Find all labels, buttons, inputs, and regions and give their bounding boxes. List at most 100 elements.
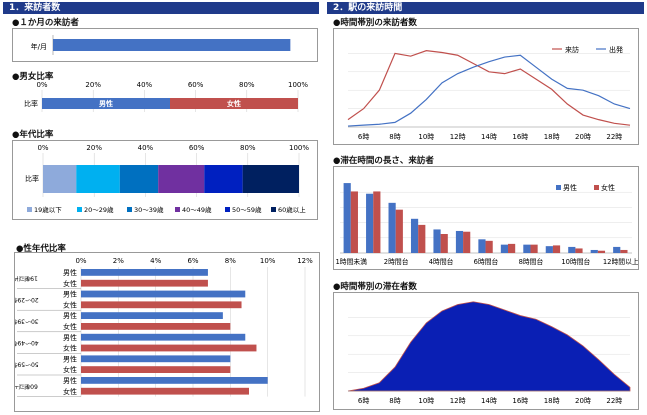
category-label: 年/月 [31, 42, 47, 51]
legend-swatch [27, 207, 32, 212]
bar-male [42, 98, 170, 109]
tick-label: 60% [189, 144, 205, 152]
tick-label: 80% [240, 144, 256, 152]
hourly-visitors-title: ●時間帯別の来訪者数 [333, 18, 417, 28]
tick-label: 40% [138, 144, 154, 152]
row-label: 女性 [63, 279, 77, 288]
bar-female [81, 387, 249, 395]
group-label: 20～29歳 [15, 296, 39, 303]
row-label: 男性 [63, 290, 77, 299]
legend-label: 男性 [563, 183, 577, 192]
bar-male [81, 377, 268, 384]
staying-hourly-title: ●時間帯別の滞在者数 [333, 282, 417, 292]
age-ratio-chart: 0% 20% 40% 60% 80% 100% 比率 19歳以下 20～29歳 30～39歳 40～… [25, 144, 309, 214]
tick-label: 40% [137, 81, 153, 89]
row-label: 男性 [63, 354, 77, 363]
tick-label: 6時 [358, 133, 369, 141]
bar-male [366, 193, 374, 253]
tick-label: 12時間以上 [603, 257, 638, 266]
bar-male [81, 355, 231, 363]
category-label: 比率 [25, 174, 39, 183]
legend-swatch [77, 207, 82, 212]
legend-swatch [271, 207, 276, 212]
stay-length-title: ●滞在時間の長さ、来訪者 [333, 156, 434, 166]
row-label: 女性 [63, 344, 77, 353]
bar-segment [242, 165, 299, 193]
legend-label: 出発 [609, 45, 623, 54]
row-label: 男性 [63, 311, 77, 320]
area-staying [347, 301, 631, 392]
tick-label: 60% [188, 81, 204, 89]
bar-male [590, 249, 598, 253]
legend-swatch [127, 207, 132, 212]
monthly-visitors-title: ●１か月の来訪者 [12, 18, 79, 28]
bar-segment [119, 165, 159, 193]
tick-label: 1時間未満 [335, 257, 367, 266]
tick-label: 8% [225, 257, 236, 265]
legend-label: 女性 [601, 183, 615, 192]
tick-label: 20% [85, 81, 101, 89]
gender-ratio-title: ●男女比率 [12, 72, 54, 82]
bar-female [81, 366, 231, 373]
row-label: 男性 [63, 268, 77, 277]
bar-female [81, 279, 208, 287]
bar-female [485, 240, 493, 253]
bar-female [620, 249, 628, 253]
legend-label: 30～39歳 [134, 205, 164, 214]
legend-label: 20～29歳 [84, 205, 114, 214]
bar-male [343, 183, 351, 253]
gender-ratio-box: 0% 20% 40% 60% 80% 100% 比率 男性 女性 [12, 80, 318, 120]
bar-male [410, 218, 419, 253]
tick-label: 0% [37, 144, 48, 152]
row-label: 女性 [63, 300, 77, 309]
tick-label: 18時 [544, 133, 560, 141]
legend-swatch [225, 207, 230, 212]
tick-label: 10% [260, 257, 276, 265]
bar-male [545, 246, 553, 253]
bar-female [440, 234, 448, 253]
bar-male [81, 269, 208, 276]
tick-label: 8時 [389, 133, 400, 141]
legend-swatch [175, 207, 180, 212]
group-label: 19歳以下 [15, 274, 38, 281]
bar-male [81, 290, 246, 298]
gender-age-ratio-chart: 0% 2% 4% 6% 8% 10% 12%男性女性男性女性男性女性男性女性男性女性男性女性… [11, 257, 313, 397]
bar-male [613, 246, 621, 253]
row-label: 女性 [63, 387, 77, 396]
tick-label: 4% [150, 257, 161, 265]
age-ratio-box: 0% 20% 40% 60% 80% 100% 比率 19歳以下 20～29歳 30～39歳 40～… [12, 140, 318, 220]
legend-label: 40～49歳 [182, 205, 212, 214]
tick-label: 8時間台 [519, 257, 544, 266]
series-line-departure [347, 54, 631, 127]
stay-length-box: 1時間未満 2時間台 4時間台 6時間台 8時間台 10時間台 12時間以上 男性 女性 [333, 166, 639, 270]
group-label: 40～49歳 [15, 339, 39, 346]
tick-label: 0% [36, 81, 47, 89]
tick-label: 8時 [389, 397, 400, 405]
tick-label: 6時間台 [474, 257, 499, 266]
bar-male [81, 333, 246, 341]
section-header-station-time: 2．駅の来訪時間 [327, 2, 644, 14]
age-ratio-title: ●年代比率 [12, 130, 54, 140]
bar-female [508, 243, 516, 253]
tick-label: 12時 [450, 397, 466, 405]
bar-male [500, 244, 509, 253]
group-label: 30～39歳 [15, 318, 39, 325]
tick-label: 10時 [418, 397, 434, 405]
tick-label: 16時 [512, 397, 528, 405]
tick-label: 20% [86, 144, 102, 152]
bar-female [81, 301, 242, 309]
bar-monthly [53, 39, 291, 51]
group-label: 50～59歳 [15, 361, 39, 368]
bar-female [418, 224, 426, 253]
bar-female [350, 191, 358, 253]
gender-age-ratio-box: 0% 2% 4% 6% 8% 10% 12% 男性 女性 男性 女性 男性 女性 男性 女性 男性 女性 男性 女性… [11, 252, 320, 412]
tick-label: 100% [289, 144, 309, 152]
section-header-visitors: 1．来訪者数 [3, 2, 319, 14]
legend-swatch [556, 185, 561, 190]
monthly-visitors-chart: 年/月 [31, 35, 291, 55]
bar-male [455, 230, 464, 253]
tick-label: 14時 [481, 133, 497, 141]
bar-male [433, 229, 441, 253]
tick-label: 10時間台 [561, 257, 590, 266]
tick-label: 2時間台 [384, 257, 409, 266]
